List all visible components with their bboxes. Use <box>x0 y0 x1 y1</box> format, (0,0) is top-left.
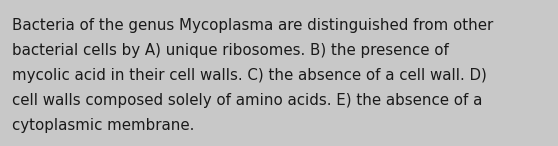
Text: bacterial cells by A) unique ribosomes. B) the presence of: bacterial cells by A) unique ribosomes. … <box>12 43 449 58</box>
Text: cell walls composed solely of amino acids. E) the absence of a: cell walls composed solely of amino acid… <box>12 93 483 108</box>
Text: cytoplasmic membrane.: cytoplasmic membrane. <box>12 118 195 133</box>
Text: mycolic acid in their cell walls. C) the absence of a cell wall. D): mycolic acid in their cell walls. C) the… <box>12 68 487 83</box>
Text: Bacteria of the genus Mycoplasma are distinguished from other: Bacteria of the genus Mycoplasma are dis… <box>12 18 493 33</box>
